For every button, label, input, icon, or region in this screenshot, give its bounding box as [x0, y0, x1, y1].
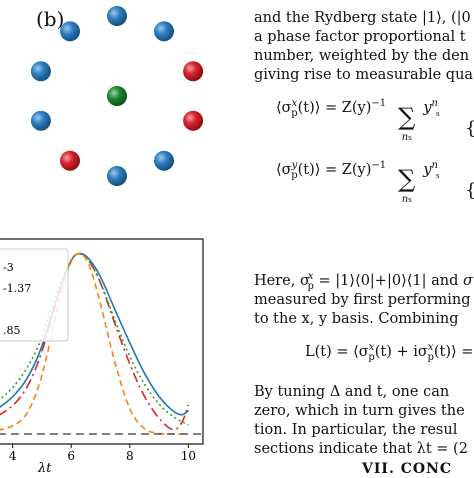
blue-atom: [107, 6, 127, 26]
blue-atom: [154, 21, 174, 42]
text-line: zero, which in turn gives the: [254, 403, 465, 419]
legend-label: -3: [3, 261, 14, 274]
blue-atom: [30, 110, 51, 131]
x-axis-label: λt: [37, 461, 52, 474]
text-line: a phase factor proportional t: [254, 29, 466, 45]
blue-atom: [30, 61, 51, 82]
x-tick-label: 4: [9, 449, 17, 463]
x-tick-label: 10: [181, 449, 196, 463]
panel-label: (b): [36, 7, 65, 31]
section-heading: VII. CONC: [362, 461, 452, 477]
blue-atom: [107, 166, 127, 186]
equation-L: L(t) = ⟨σxp(t) + iσxp(t)⟩ =: [305, 342, 474, 363]
equation-brace: {: [465, 180, 474, 201]
atom-lattice: [30, 6, 204, 186]
red-atom: [183, 61, 204, 82]
text-line: Here, σxp = |1⟩⟨0|+|0⟩⟨1| and σ: [254, 271, 473, 292]
plot-frame: [0, 238, 204, 445]
series-line: [0, 252, 189, 435]
text-line: and the Rydberg state |1⟩, (|0: [254, 10, 471, 26]
text-line: By tuning Δ and t, one can: [254, 384, 450, 400]
legend-label: -1.37: [3, 282, 31, 295]
legend-label: .85: [3, 324, 21, 337]
red-atom: [183, 110, 204, 131]
text-line: tion. In particular, the resul: [254, 422, 458, 438]
center-atom: [107, 86, 127, 106]
text-line: to the x, y basis. Combining: [254, 311, 459, 327]
x-tick-label: 8: [126, 449, 134, 463]
equation-sigma-x: ⟨σxp(t)⟩ = Z(y)−1 ∑ ns yns: [276, 98, 440, 143]
blue-atom: [60, 21, 80, 42]
text-line: sections indicate that λt = (2: [254, 441, 468, 457]
legend-box: [0, 248, 69, 342]
red-atom: [60, 150, 80, 171]
x-tick-label: 6: [67, 449, 75, 463]
equation-sigma-y: ⟨σyp(t)⟩ = Z(y)−1 ∑ ns yns: [276, 160, 440, 205]
text-line: giving rise to measurable qua: [254, 67, 474, 83]
text-line: measured by first performing: [254, 292, 471, 308]
series-line: [0, 252, 189, 426]
equation-brace: {: [465, 118, 474, 139]
chart: 4 6 8 10 -3 -1.37 .85 λt: [0, 238, 204, 474]
series-line: [0, 252, 189, 416]
blue-atom: [154, 150, 174, 171]
text-line: number, weighted by the den: [254, 48, 470, 64]
